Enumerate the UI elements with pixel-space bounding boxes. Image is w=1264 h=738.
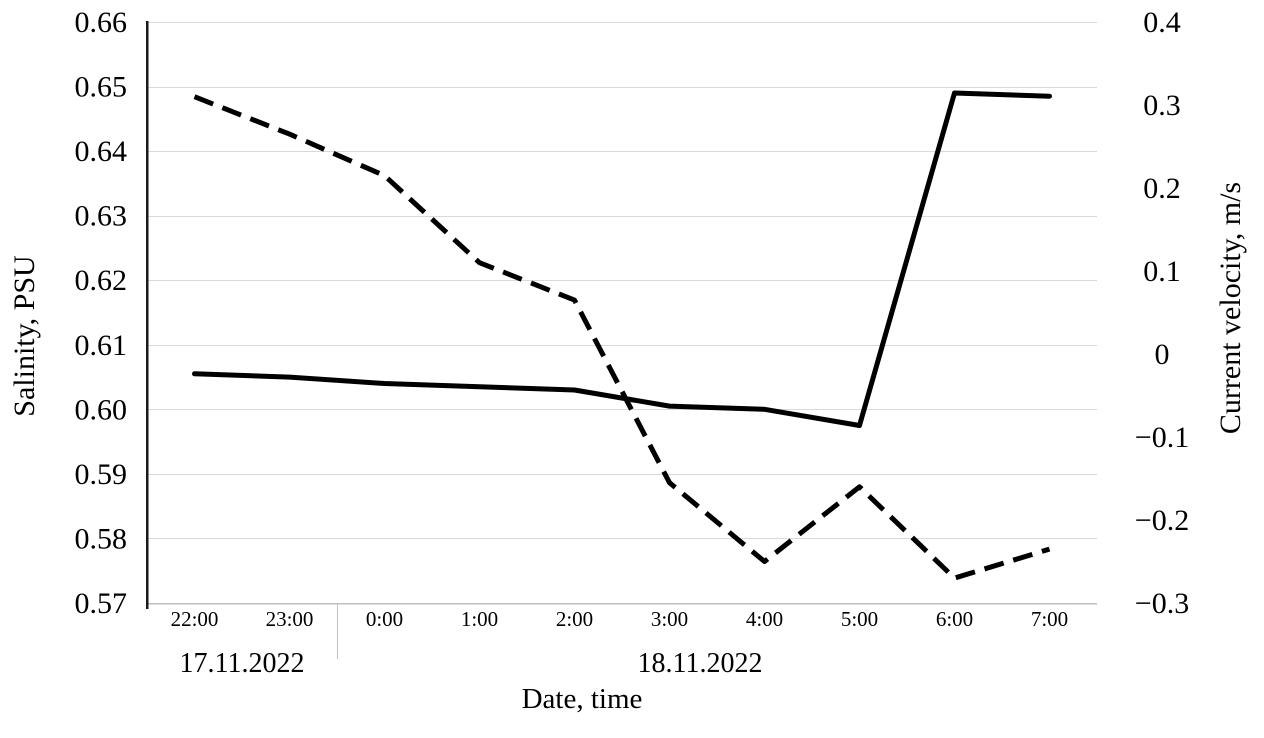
x-axis-tick-label: 4:00 [746,607,783,631]
left-axis-tick-label: 0.61 [75,329,128,362]
x-axis-tick-label: 1:00 [461,607,498,631]
x-axis-tick-label: 2:00 [556,607,593,631]
x-axis-title: Date, time [522,683,643,715]
left-axis-tick-label: 0.64 [75,135,128,168]
left-axis-tick-label: 0.60 [75,393,128,426]
x-axis-tick-label: 23:00 [266,607,314,631]
date-group-label: 18.11.2022 [638,648,763,679]
left-axis-tick-label: 0.57 [75,587,128,620]
x-axis-tick-label: 22:00 [171,607,219,631]
axis-tick-labels: 17.11.2022 18.11.2022 22:00 23:00 0:00 1:00 2:… [75,6,1190,679]
x-axis-tick-label: 0:00 [366,607,403,631]
left-axis-tick-label: 0.63 [75,200,128,233]
x-axis-tick-label: 6:00 [936,607,973,631]
right-axis-title: Current velocity, m/s [1214,182,1247,434]
right-axis-tick-label: −0.2 [1135,504,1189,537]
right-axis-tick-label: 0.1 [1143,255,1181,288]
right-axis-tick-label: −0.3 [1135,587,1189,620]
left-axis-tick-label: 0.58 [75,522,128,555]
left-axis-tick-label: 0.66 [75,6,128,39]
left-axis-tick-label: 0.65 [75,71,128,104]
salinity-line [192,90,1052,428]
left-axis-tick-label: 0.59 [75,458,128,491]
right-axis-tick-label: 0.2 [1143,172,1181,205]
right-axis-tick-label: −0.1 [1135,421,1189,454]
left-axis-tick-label: 0.62 [75,264,128,297]
data-series [192,90,1052,581]
x-axis-tick-label: 3:00 [651,607,688,631]
right-axis-tick-label: 0.4 [1143,6,1181,39]
current-velocity-line [193,94,1051,581]
right-axis-tick-label: 0.3 [1143,89,1181,122]
x-axis-tick-label: 7:00 [1031,607,1068,631]
right-axis-tick-label: 0 [1155,338,1170,371]
date-group-label: 17.11.2022 [180,648,305,679]
x-axis-tick-label: 5:00 [841,607,878,631]
gridlines [147,22,1097,539]
axis-lines [145,21,1097,659]
left-axis-title: Salinity, PSU [8,255,41,417]
